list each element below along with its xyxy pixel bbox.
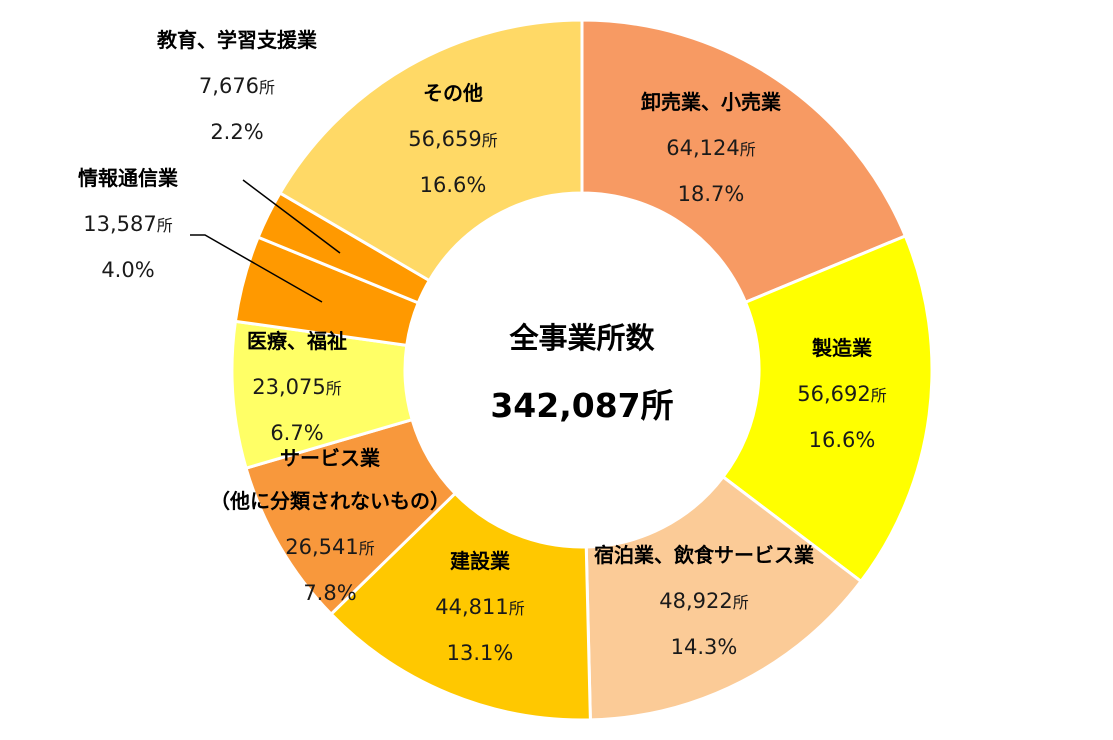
slice-label-percent: 14.3% xyxy=(671,635,738,659)
slice-label-category: 建設業 xyxy=(450,549,511,573)
slice-0 xyxy=(580,18,908,305)
slice-label-category: 卸売業、小売業 xyxy=(641,90,782,114)
slice-label-category: 医療、福祉 xyxy=(247,329,347,353)
slice-label-percent: 2.2% xyxy=(210,120,263,144)
slice-label-percent: 16.6% xyxy=(420,173,487,197)
slice-label-3: 建設業 44,811所 13.1% xyxy=(435,549,525,665)
slice-label-1: 製造業 56,692所 16.6% xyxy=(797,336,887,452)
slice-label-8: その他 56,659所 16.6% xyxy=(408,81,498,197)
slice-label-category-line2: （他に分類されないもの） xyxy=(210,489,450,513)
slice-label-category: 教育、学習支援業 xyxy=(157,28,318,52)
slice-2 xyxy=(584,474,864,722)
slice-label-5: 医療、福祉 23,075所 6.7% xyxy=(247,329,347,445)
slice-label-category: 情報通信業 xyxy=(78,166,179,190)
center-total-value: 342,087 xyxy=(490,386,640,425)
slice-label-category: サービス業 xyxy=(280,446,381,470)
slice-label-value: 44,811所 xyxy=(435,595,525,619)
slice-label-value: 7,676所 xyxy=(199,74,275,98)
center-total-unit: 所 xyxy=(641,386,674,425)
slice-label-4: サービス業 （他に分類されないもの） 26,541所 7.8% xyxy=(210,446,450,605)
slice-label-percent: 7.8% xyxy=(303,581,356,605)
slice-label-2: 宿泊業、飲食サービス業 48,922所 14.3% xyxy=(594,543,815,659)
leader-line-6 xyxy=(190,234,323,303)
leader-line-7 xyxy=(242,179,341,254)
slice-label-7: 教育、学習支援業 7,676所 2.2% xyxy=(157,28,318,144)
slice-label-category: その他 xyxy=(423,81,483,105)
slice-label-category: 宿泊業、飲食サービス業 xyxy=(594,543,815,567)
slice-label-percent: 4.0% xyxy=(101,258,154,282)
slice-label-value: 64,124所 xyxy=(666,136,756,160)
slice-label-value: 23,075所 xyxy=(252,375,342,399)
slice-label-value: 26,541所 xyxy=(285,535,375,559)
slice-label-percent: 13.1% xyxy=(447,641,514,665)
center-label-group: 全事業所数 342,087所 xyxy=(490,321,673,425)
slice-8 xyxy=(277,18,584,283)
slice-label-value: 48,922所 xyxy=(659,589,749,613)
slice-label-value: 13,587所 xyxy=(83,212,173,236)
center-title: 全事業所数 xyxy=(508,321,655,355)
slice-labels: 卸売業、小売業 64,124所 18.7% 製造業 56,692所 16.6% 宿泊業、飲食… xyxy=(78,28,887,665)
slice-label-percent: 16.6% xyxy=(809,428,876,452)
center-total: 342,087所 xyxy=(490,386,673,425)
slice-label-0: 卸売業、小売業 64,124所 18.7% xyxy=(641,90,782,206)
slice-3 xyxy=(329,491,592,722)
slice-label-value: 56,692所 xyxy=(797,382,887,406)
leader-lines xyxy=(190,179,341,303)
slice-label-value: 56,659所 xyxy=(408,127,498,151)
slice-label-6: 情報通信業 13,587所 4.0% xyxy=(78,166,179,282)
slice-label-percent: 6.7% xyxy=(270,421,323,445)
donut-slices xyxy=(230,18,934,722)
slice-1 xyxy=(720,233,934,584)
slice-label-percent: 18.7% xyxy=(678,182,745,206)
slice-label-category: 製造業 xyxy=(812,336,873,360)
